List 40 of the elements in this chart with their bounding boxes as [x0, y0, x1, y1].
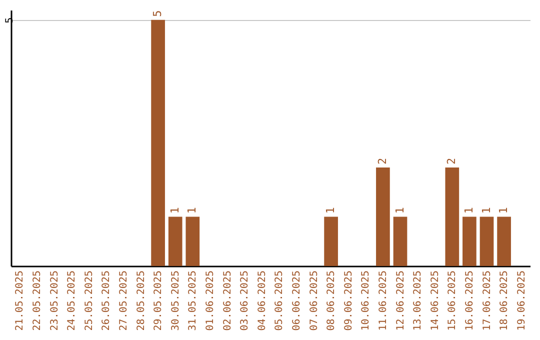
x-tick-label: 18.06.2025 — [499, 270, 510, 331]
x-tick-label: 17.06.2025 — [482, 270, 493, 331]
data-label: 1 — [168, 207, 182, 214]
x-tick-label: 22.05.2025 — [32, 270, 43, 331]
data-label: 2 — [445, 158, 458, 165]
x-tick-label: 08.06.2025 — [326, 270, 338, 331]
data-label: 1 — [462, 207, 476, 214]
x-tick-label: 25.05.2025 — [84, 270, 95, 331]
data-label: 5 — [151, 10, 164, 17]
x-tick-label: 06.06.2025 — [291, 270, 302, 331]
x-tick-label: 21.05.2025 — [14, 270, 26, 331]
x-tick-label: 28.05.2025 — [136, 270, 147, 331]
x-tick-label: 31.05.2025 — [188, 270, 199, 331]
x-tick-label: 23.05.2025 — [49, 270, 60, 331]
x-tick-label: 05.06.2025 — [274, 270, 286, 331]
x-tick-label: 02.06.2025 — [222, 270, 234, 331]
x-tick-label: 30.05.2025 — [170, 270, 182, 331]
x-tick-label: 01.06.2025 — [204, 270, 216, 331]
x-tick-label: 14.06.2025 — [430, 270, 441, 331]
data-label: 1 — [497, 207, 510, 214]
x-tick-label: 10.06.2025 — [360, 270, 372, 331]
x-tick-label: 27.05.2025 — [118, 270, 130, 331]
x-tick-label: 29.05.2025 — [153, 270, 164, 331]
data-label: 2 — [376, 158, 389, 165]
data-label: 1 — [480, 207, 493, 214]
data-label: 1 — [324, 207, 338, 214]
x-tick-label: 15.06.2025 — [447, 270, 458, 331]
x-tick-label: 09.06.2025 — [343, 270, 354, 331]
x-tick-label: 03.06.2025 — [240, 270, 251, 331]
x-tick-label: 19.06.2025 — [516, 270, 528, 331]
x-tick-label: 11.06.2025 — [378, 270, 389, 331]
x-tick-label: 16.06.2025 — [464, 270, 476, 331]
x-tick-label: 07.06.2025 — [308, 270, 320, 331]
data-label: 1 — [393, 207, 406, 214]
x-tick-label: 26.05.2025 — [101, 270, 112, 331]
x-tick-label: 04.06.2025 — [256, 270, 268, 331]
x-tick-label: 12.06.2025 — [395, 270, 406, 331]
data-label: 1 — [186, 207, 199, 214]
x-tick-label: 24.05.2025 — [66, 270, 78, 331]
x-tick-label: 13.06.2025 — [412, 270, 424, 331]
